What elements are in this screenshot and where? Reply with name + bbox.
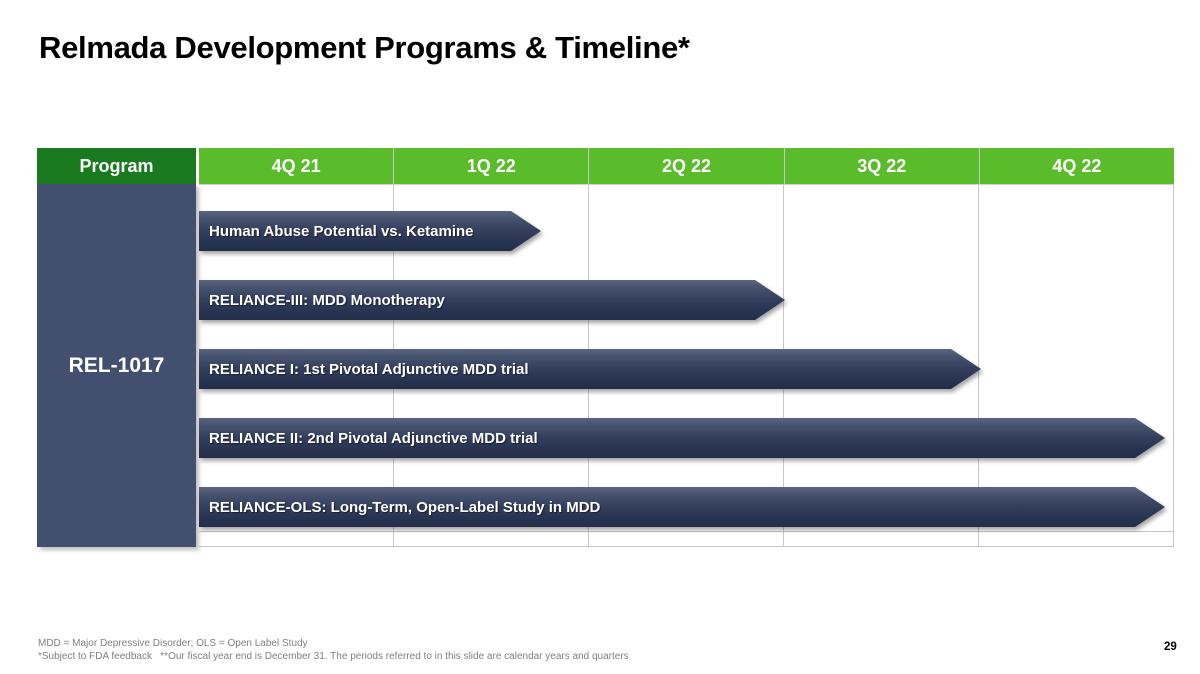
- page-number: 29: [1164, 641, 1177, 653]
- footnote-disclaimer: *Subject to FDA feedback **Our fiscal ye…: [38, 650, 629, 662]
- grid-column: [979, 185, 1174, 546]
- quarter-header-1q22: 1Q 22: [393, 148, 589, 184]
- quarter-header-3q22: 3Q 22: [783, 148, 979, 184]
- timeline-bar: RELIANCE-III: MDD Monotherapy: [199, 280, 785, 320]
- timeline-bar-arrow: RELIANCE II: 2nd Pivotal Adjunctive MDD …: [199, 418, 1165, 458]
- timeline-bar-arrow: RELIANCE-III: MDD Monotherapy: [199, 280, 785, 320]
- program-column-header: Program: [37, 148, 196, 184]
- timeline-bar-arrow: Human Abuse Potential vs. Ketamine: [199, 211, 541, 251]
- timeline-bar-label: Human Abuse Potential vs. Ketamine: [209, 222, 474, 240]
- bottom-row-gridline: [199, 531, 1174, 532]
- timeline-grid: Human Abuse Potential vs. Ketamine RELIAN…: [199, 184, 1174, 547]
- quarter-header-4q21: 4Q 21: [199, 148, 394, 184]
- timeline-bar: RELIANCE I: 1st Pivotal Adjunctive MDD t…: [199, 349, 981, 389]
- timeline-bar-label: RELIANCE I: 1st Pivotal Adjunctive MDD t…: [209, 360, 529, 378]
- page-title: Relmada Development Programs & Timeline*: [39, 30, 690, 65]
- timeline-bar-label: RELIANCE II: 2nd Pivotal Adjunctive MDD …: [209, 429, 538, 447]
- timeline-bar-label: RELIANCE-III: MDD Monotherapy: [209, 291, 445, 309]
- timeline-bar: Human Abuse Potential vs. Ketamine: [199, 211, 541, 251]
- footnotes: MDD = Major Depressive Disorder; OLS = O…: [38, 638, 629, 663]
- program-label-cell: REL-1017: [37, 184, 196, 547]
- timeline-bar: RELIANCE II: 2nd Pivotal Adjunctive MDD …: [199, 418, 1165, 458]
- grid-column: [784, 185, 979, 546]
- quarter-header-2q22: 2Q 22: [588, 148, 784, 184]
- quarter-header-4q22: 4Q 22: [978, 148, 1175, 184]
- footnote-abbreviations: MDD = Major Depressive Disorder; OLS = O…: [38, 638, 308, 649]
- quarter-header-row: 4Q 21 1Q 22 2Q 22 3Q 22 4Q 22: [199, 148, 1175, 184]
- timeline-bar: RELIANCE-OLS: Long-Term, Open-Label Stud…: [199, 487, 1165, 527]
- timeline-bar-arrow: RELIANCE-OLS: Long-Term, Open-Label Stud…: [199, 487, 1165, 527]
- timeline-bar-label: RELIANCE-OLS: Long-Term, Open-Label Stud…: [209, 498, 601, 516]
- timeline-bar-arrow: RELIANCE I: 1st Pivotal Adjunctive MDD t…: [199, 349, 981, 389]
